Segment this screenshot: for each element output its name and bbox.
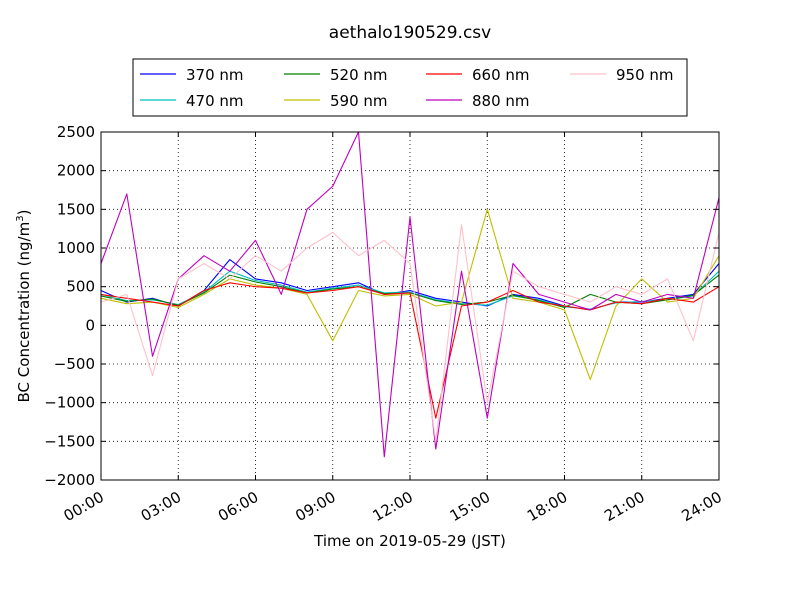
y-tick-label: 0: [85, 316, 95, 334]
series-line-470-nm: [100, 270, 720, 310]
y-tick-label: −500: [54, 355, 95, 373]
y-tick-label: 2500: [57, 123, 95, 141]
legend-label: 880 nm: [472, 92, 530, 110]
legend-label: 660 nm: [472, 66, 530, 84]
legend-label: 470 nm: [186, 92, 244, 110]
x-tick-label: 09:00: [292, 488, 338, 525]
y-tick-labels: 2500 2000 1500 1000 500 0 −500 −1000 −1500 −2000: [44, 123, 95, 489]
grid: [101, 132, 719, 480]
y-tick-label: 1000: [57, 239, 95, 257]
chart-title: aethalo190529.csv: [329, 23, 491, 43]
y-axis-label: BC Concentration (ng/m3): [15, 210, 33, 403]
x-tick-label: 12:00: [370, 488, 416, 525]
ticks: [100, 131, 720, 481]
y-axis-label-suffix: ): [15, 210, 33, 216]
legend-label: 950 nm: [616, 66, 674, 84]
y-tick-label: −1500: [44, 432, 95, 450]
x-tick-label: 06:00: [215, 488, 261, 525]
x-axis-label: Time on 2019-05-29 (JST): [313, 532, 506, 550]
legend-label: 520 nm: [330, 66, 388, 84]
legend-box: [132, 58, 688, 117]
x-tick-label: 18:00: [524, 488, 570, 525]
y-tick-label: 2000: [57, 162, 95, 180]
x-tick-labels: 00:00 03:00 06:00 09:00 12:00 15:00 18:00 21:00…: [61, 488, 725, 525]
y-axis-label-sup: 3: [15, 215, 26, 221]
legend-label: 590 nm: [330, 92, 388, 110]
y-tick-label: 1500: [57, 200, 95, 218]
series-line-660-nm: [100, 282, 720, 419]
x-tick-label: 24:00: [679, 488, 725, 525]
x-tick-label: 00:00: [61, 488, 107, 525]
x-tick-label: 15:00: [447, 488, 493, 525]
legend-label: 370 nm: [186, 66, 244, 84]
y-tick-label: −1000: [44, 394, 95, 412]
legend: 370 nm 520 nm 660 nm 950 nm 470 nm 590 nm 880 …: [140, 66, 674, 110]
y-tick-label: 500: [66, 278, 95, 296]
series-line-880-nm: [100, 131, 720, 458]
x-tick-label: 21:00: [601, 488, 647, 525]
x-tick-label: 03:00: [138, 488, 184, 525]
y-axis-label-main: BC Concentration (ng/m: [15, 222, 33, 403]
y-tick-label: −2000: [44, 471, 95, 489]
series-layer: [100, 131, 720, 458]
series-line-950-nm: [100, 224, 720, 442]
